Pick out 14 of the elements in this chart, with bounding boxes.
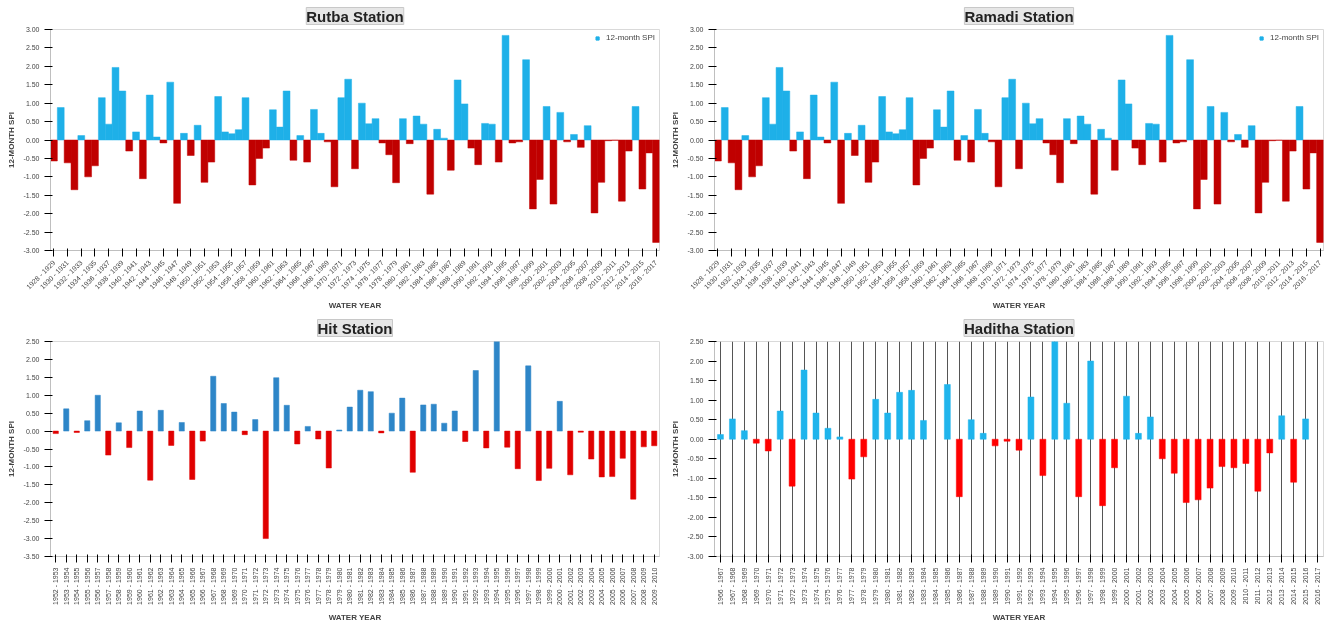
x-axis-title: WATER YEAR	[992, 612, 1046, 622]
chart-title: Ramadi Station	[964, 7, 1074, 25]
x-axis-title: WATER YEAR	[328, 612, 382, 622]
x-axis-title: WATER YEAR	[992, 300, 1046, 310]
y-axis-title: 12-MONTH SPI	[670, 111, 680, 168]
chart-title: Haditha Station	[964, 319, 1075, 337]
chart-title: Rutba Station	[306, 7, 404, 25]
legend-label: 12-month SPI	[1270, 33, 1319, 42]
legend-label: 12-month SPI	[606, 33, 655, 42]
y-axis-title: 12-MONTH SPI	[6, 420, 16, 477]
y-axis-title: 12-MONTH SPI	[670, 420, 680, 477]
x-axis-title: WATER YEAR	[328, 300, 382, 310]
y-axis-title: 12-MONTH SPI	[6, 111, 16, 168]
chart-title: Hit Station	[317, 319, 393, 337]
